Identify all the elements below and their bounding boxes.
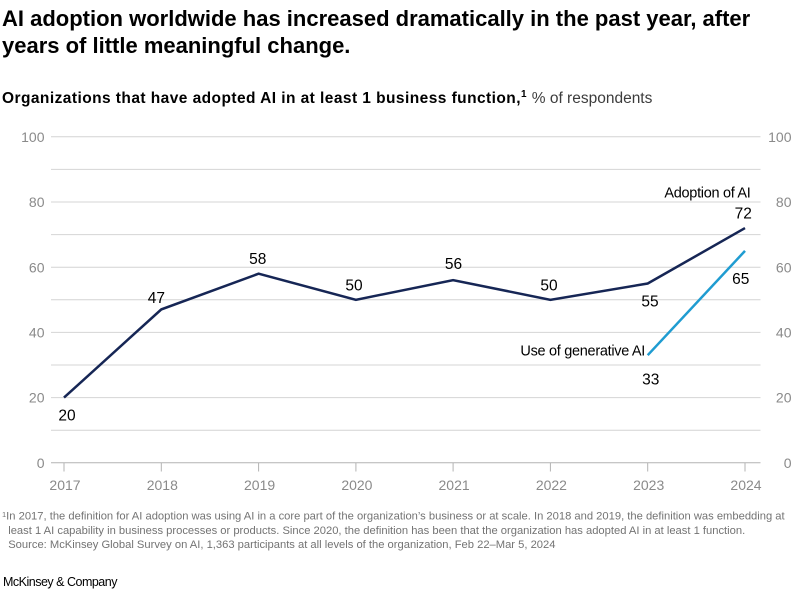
svg-text:50: 50 — [345, 278, 363, 295]
svg-text:58: 58 — [249, 251, 266, 268]
svg-text:60: 60 — [776, 259, 792, 275]
svg-text:47: 47 — [148, 290, 165, 307]
svg-text:2021: 2021 — [439, 477, 470, 493]
svg-text:33: 33 — [642, 371, 659, 388]
svg-text:40: 40 — [776, 325, 792, 341]
svg-text:Use of generative AI: Use of generative AI — [520, 344, 645, 360]
svg-text:2020: 2020 — [341, 477, 372, 493]
svg-text:20: 20 — [776, 390, 792, 406]
svg-text:20: 20 — [29, 390, 45, 406]
svg-text:Adoption of AI: Adoption of AI — [664, 186, 750, 202]
svg-text:60: 60 — [29, 259, 45, 275]
svg-text:80: 80 — [29, 194, 45, 210]
svg-text:2022: 2022 — [536, 477, 567, 493]
svg-text:50: 50 — [540, 278, 558, 295]
svg-text:56: 56 — [445, 256, 462, 273]
svg-text:55: 55 — [641, 294, 658, 311]
svg-text:72: 72 — [735, 206, 752, 223]
svg-text:65: 65 — [732, 271, 749, 288]
svg-text:100: 100 — [768, 129, 792, 145]
svg-text:0: 0 — [37, 455, 45, 471]
svg-text:0: 0 — [784, 455, 792, 471]
svg-text:20: 20 — [58, 408, 76, 425]
svg-text:40: 40 — [29, 325, 45, 341]
svg-text:2023: 2023 — [633, 477, 664, 493]
svg-text:2019: 2019 — [244, 477, 275, 493]
svg-text:2024: 2024 — [730, 477, 761, 493]
svg-text:80: 80 — [776, 194, 792, 210]
svg-text:100: 100 — [21, 129, 45, 145]
svg-text:2017: 2017 — [49, 477, 80, 493]
svg-text:2018: 2018 — [147, 477, 178, 493]
